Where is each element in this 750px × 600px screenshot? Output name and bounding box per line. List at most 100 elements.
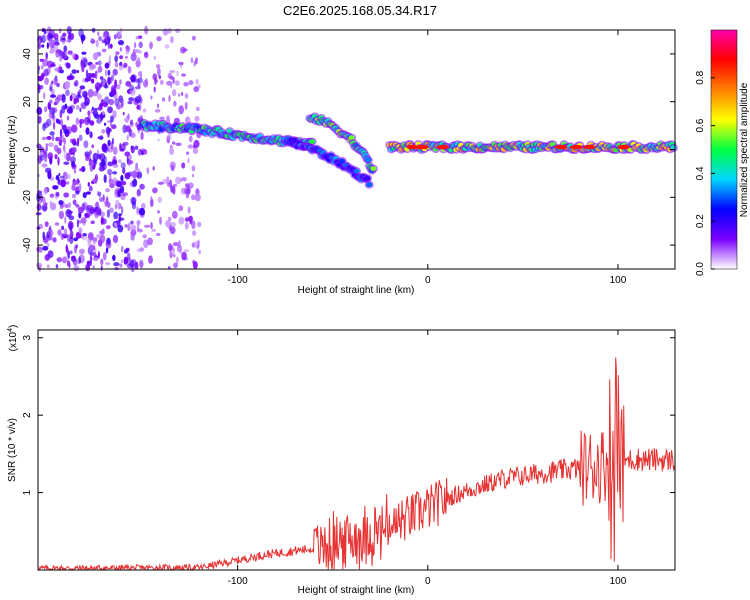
spectrogram-noise-point: [86, 119, 91, 123]
spectrogram-noise-point: [181, 73, 187, 77]
spectrogram-noise-point: [45, 143, 49, 147]
spectrogram-noise-point: [123, 62, 128, 68]
spectrogram-marks: [35, 25, 678, 273]
spectrogram-noise-point: [112, 171, 118, 175]
spectrogram-noise-point: [81, 235, 88, 241]
spectrogram-noise-point: [177, 240, 181, 249]
spectrogram-noise-point: [115, 51, 120, 56]
spectrogram-noise-point: [49, 193, 55, 198]
spectrogram-noise-point: [83, 140, 89, 149]
colorbar-tick-label: 0.6: [695, 118, 706, 132]
spectrogram-noise-point: [123, 249, 129, 254]
spectrogram-noise-point: [55, 192, 60, 197]
spectrogram-noise-point: [176, 256, 179, 264]
spectrogram-noise-point: [119, 55, 124, 60]
spectrogram-ytick-label: -40: [22, 237, 33, 252]
spectrogram-noise-point: [97, 251, 100, 259]
spectrogram-noise-point: [176, 70, 179, 77]
spectrogram-noise-point: [124, 118, 129, 123]
spectrogram-noise-point: [107, 106, 113, 114]
spectrogram-noise-point: [120, 174, 124, 182]
spectrogram-noise-point: [48, 35, 52, 39]
spectrogram-noise-point: [74, 168, 76, 174]
spectrogram-noise-point: [136, 220, 141, 226]
spectrogram-noise-point: [169, 226, 176, 235]
spectrogram-noise-point: [65, 244, 68, 253]
spectrogram-noise-point: [92, 152, 99, 162]
snr-ytick-label: 2: [22, 412, 33, 418]
spectrogram-noise-point: [58, 173, 61, 177]
spectrogram-noise-point: [180, 92, 184, 96]
spectrogram-noise-point: [140, 115, 143, 119]
spectrogram-noise-point: [167, 133, 172, 141]
spectrogram-noise-point: [46, 242, 50, 248]
spectrogram-noise-point: [44, 235, 48, 244]
spectrogram-noise-point: [89, 255, 93, 263]
spectrogram-noise-point: [191, 165, 196, 172]
spectrogram-noise-point: [178, 105, 184, 115]
spectrogram-noise-point: [169, 251, 173, 259]
spectrogram-noise-point: [51, 88, 55, 96]
spectrogram-noise-point: [48, 229, 54, 237]
spectrogram-noise-point: [187, 206, 191, 214]
spectrogram-noise-point: [114, 79, 117, 88]
spectrogram-noise-point: [88, 160, 95, 167]
spectrogram-noise-point: [46, 264, 50, 269]
spectrogram-noise-point: [155, 64, 161, 69]
spectrogram-noise-point: [43, 187, 48, 195]
spectrogram-noise-point: [81, 51, 87, 55]
spectrogram-noise-point: [74, 80, 79, 87]
spectrogram-noise-point: [168, 216, 172, 222]
spectrogram-noise-point: [178, 205, 184, 212]
spectrogram-noise-point: [117, 202, 121, 210]
spectrogram-noise-point: [172, 183, 177, 188]
spectrogram-noise-point: [107, 139, 111, 147]
spectrogram-noise-point: [104, 122, 107, 126]
spectrogram-noise-point: [103, 196, 106, 204]
spectrogram-noise-point: [188, 80, 194, 86]
spectrogram-noise-point: [105, 188, 110, 193]
spectrogram-noise-point: [104, 62, 110, 69]
spectrogram-noise-point: [126, 134, 129, 141]
spectrogram-noise-point: [65, 181, 70, 185]
spectrogram-noise-point: [90, 220, 95, 225]
spectrogram-noise-point: [132, 178, 138, 187]
spectrogram-noise-point: [108, 178, 114, 185]
spectrogram-noise-point: [170, 185, 174, 193]
spectrogram-noise-point: [76, 137, 80, 147]
spectrogram-noise-point: [173, 253, 176, 258]
spectrogram-noise-point: [91, 73, 95, 77]
spectrogram-noise-point: [96, 118, 102, 124]
spectrogram-noise-point: [181, 177, 187, 182]
colorbar-ticks: 0.0 0.2 0.4 0.6 0.8: [695, 70, 715, 276]
spectrogram-noise-point: [143, 79, 148, 88]
spectrogram-noise-point: [59, 204, 64, 209]
spectrogram-noise-point: [56, 119, 61, 123]
spectrogram-noise-point: [58, 210, 65, 220]
spectrogram-noise-point: [72, 258, 78, 266]
spectrogram-noise-point: [198, 84, 201, 89]
spectrogram-noise-point: [164, 44, 170, 49]
spectrogram-noise-point: [169, 147, 175, 155]
spectrogram-noise-point: [116, 105, 122, 110]
spectrogram-noise-point: [100, 264, 103, 271]
spectrogram-noise-point: [92, 178, 98, 183]
spectrogram-noise-point: [102, 34, 108, 39]
colorbar-gradient: [710, 29, 738, 270]
spectrogram-noise-point: [39, 58, 44, 62]
spectrogram-noise-point: [75, 244, 79, 249]
spectrogram-ticks: -100 0 100 -40 -20 0 20 40: [22, 30, 675, 286]
spectrogram-noise-point: [59, 69, 64, 74]
spectrogram-noise-point: [107, 40, 111, 50]
spectrogram-noise-point: [188, 215, 194, 222]
spectrogram-noise-point: [76, 205, 81, 209]
spectrogram-noise-point: [46, 26, 52, 35]
spectrogram-noise-point: [195, 78, 199, 85]
spectrogram-noise-point: [102, 110, 105, 116]
spectrogram-noise-point: [193, 60, 196, 67]
spectrogram-noise-point: [88, 185, 93, 192]
spectrogram-noise-point: [114, 61, 119, 68]
spectrogram-noise-point: [180, 46, 186, 54]
spectrogram-noise-point: [69, 236, 74, 245]
